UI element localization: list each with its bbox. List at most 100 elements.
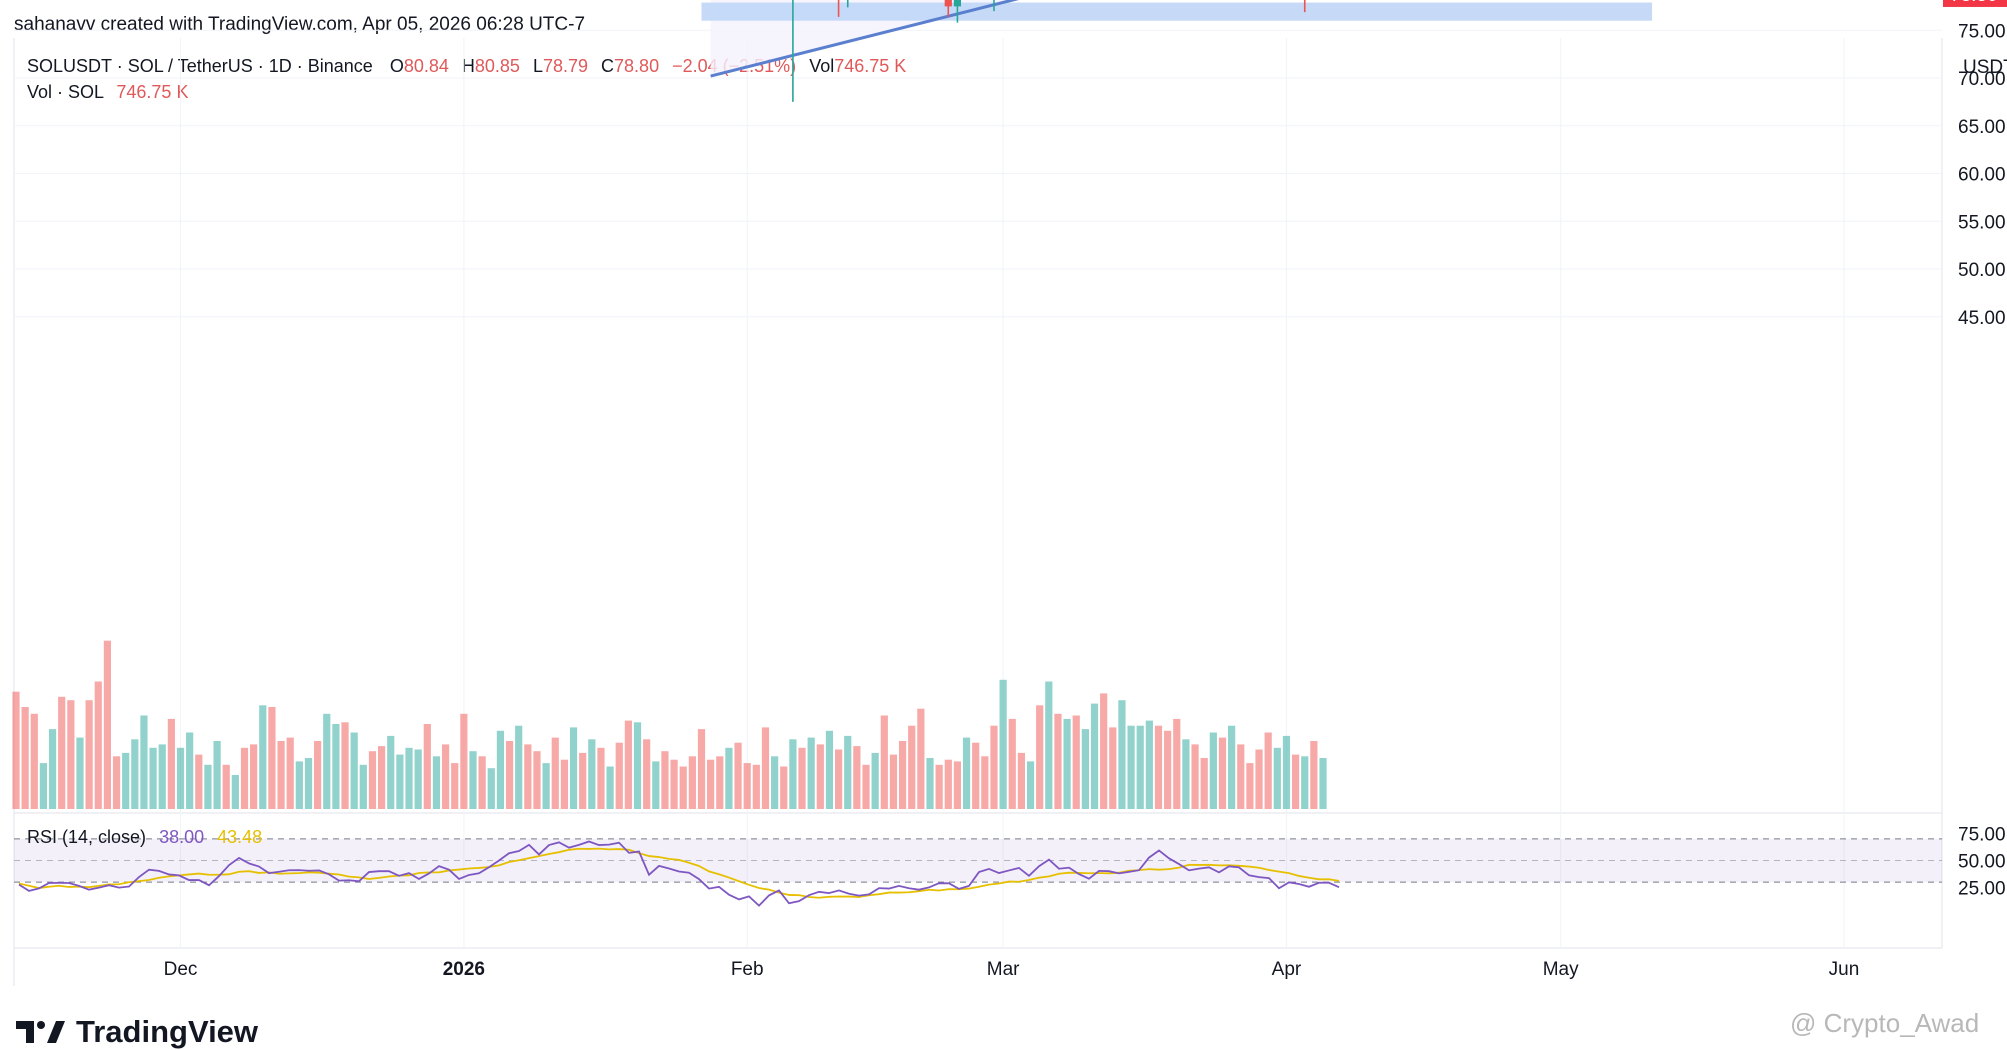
brand-name: TradingView [76,1014,259,1049]
volume-bar [652,761,660,809]
volume-bar [1154,725,1163,809]
low-label: L [532,56,543,76]
volume-bar [990,725,998,809]
volume-bar [478,756,486,809]
volume-bar [76,737,84,809]
volume-bar [1273,747,1281,809]
volume-bar [752,764,760,809]
volume-bar [1282,735,1291,809]
volume-bar [533,751,541,809]
volume-bar [378,746,386,809]
volume-bar [679,766,687,809]
volume-bar [643,739,651,809]
ohlc-legend: SOLUSDT · SOL / TetherUS · 1D · Binance … [27,56,906,77]
volume-bar [387,735,395,809]
volume-bar [780,766,788,809]
rsi-label[interactable]: RSI (14, close) [27,827,147,847]
volume-bar [880,715,888,809]
volume-bar [1063,718,1071,809]
volume-bar [432,756,441,809]
volume-bar [1145,720,1153,809]
volume-bar [131,739,139,809]
volume-bar [716,756,724,809]
volume-bar [1218,737,1227,809]
volume-bar [1036,705,1044,809]
volume-bar [661,751,669,809]
rsi-tick-label: 25.00 [1958,879,2006,900]
volume-bar [1237,744,1245,809]
volume-bar [1164,730,1172,809]
volume-bar [1173,718,1181,809]
volume-bar [487,768,495,809]
volume-bar [743,763,751,809]
volume-bar [1127,725,1135,809]
volume-bar [917,708,925,809]
volume-bar [167,718,175,809]
volume-bar [30,713,38,809]
volume-bar [761,727,770,809]
tradingview-logo[interactable]: TradingView [16,1014,258,1050]
volume-bar [588,739,596,809]
volume-bar [953,761,962,809]
volume-bar [697,729,706,809]
volume-bar [624,720,632,809]
time-tick-label: Apr [1272,959,1302,980]
volume-bar [231,775,239,809]
volume-bar [524,744,532,809]
volume-bar [149,747,157,809]
symbol-label[interactable]: SOLUSDT · SOL / TetherUS · 1D · Binance [27,56,373,76]
volume-bar [414,749,422,809]
volume-bar [277,741,285,809]
y-axis-unit: USDT [1963,57,2007,78]
volume-bar [515,725,523,809]
volume-bar [85,700,93,809]
volume-bar [460,713,468,809]
volume-bar [323,713,331,809]
volume-bar [569,727,578,809]
rsi-ma-value: 43.48 [217,827,263,847]
volume-bar [1136,725,1144,809]
volume-bar [286,737,294,809]
support-zone [701,2,1653,21]
vol-label: Vol [809,56,835,76]
volume-bar [359,764,367,809]
volume-bar [441,744,450,809]
volume-bar [935,764,943,809]
vol-value: 746.75 K [834,56,907,76]
volume-bar [944,759,952,809]
volume-bar [368,751,377,809]
volume-bar [1072,715,1080,809]
volume-bar [908,725,916,809]
time-tick-label: Dec [164,959,198,980]
volume-bar [222,764,230,809]
volume-bar [789,739,797,809]
volume-bar [1008,718,1016,809]
volume-legend: Vol · SOL 746.75 K [27,82,188,103]
volume-bar [304,758,313,809]
volume-bar [1017,752,1025,809]
volume-bar [505,741,514,809]
volume-bar [259,705,267,809]
volume-bar [1292,754,1300,809]
volume-bar [1109,727,1117,809]
volume-series-label[interactable]: Vol · SOL [27,82,104,102]
volume-bar [67,700,75,809]
volume-bar [579,752,587,809]
volume-bar [1301,756,1309,809]
volume-bar [825,730,834,809]
volume-bar [798,747,806,809]
price-chart[interactable]: 115.00110.00105.00100.0095.0090.0085.008… [0,0,2007,1000]
volume-bar [542,763,550,809]
close-value: 78.80 [614,56,660,76]
volume-bar [213,741,221,809]
volume-bar [1081,729,1089,809]
volume-bar [1054,713,1062,809]
volume-bar [112,756,121,809]
volume-bar [606,766,614,809]
volume-bar [350,732,358,809]
low-value: 78.79 [542,56,589,76]
volume-bar [1182,739,1190,809]
volume-bar [295,761,303,809]
volume-bar [332,724,340,809]
price-tick-label: 55.00 [1958,212,2006,233]
